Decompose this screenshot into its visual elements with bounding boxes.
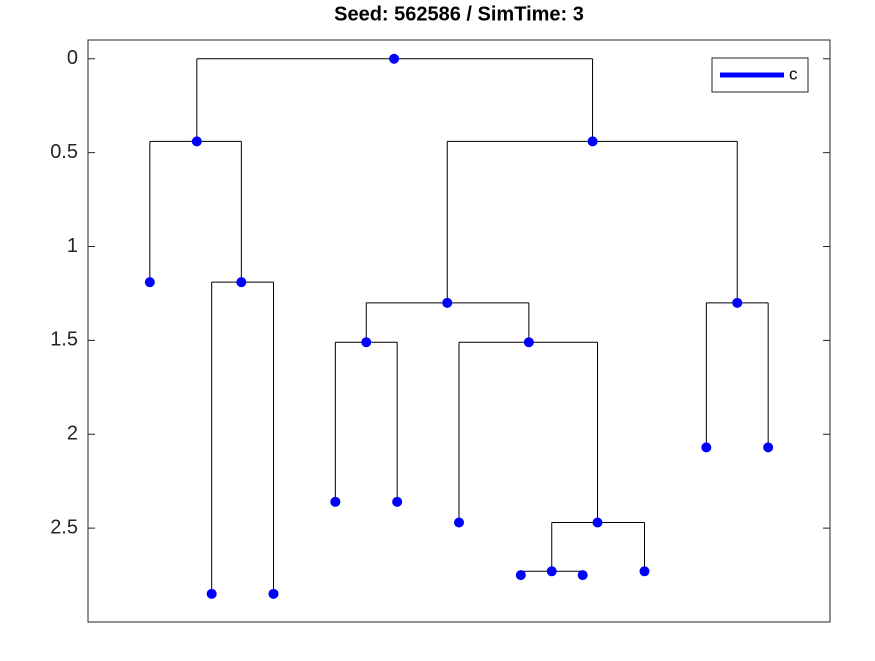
chart-title: Seed: 562586 / SimTime: 3: [334, 3, 584, 25]
node: [577, 570, 588, 581]
node: [392, 496, 403, 507]
node: [763, 442, 774, 453]
node: [191, 136, 202, 147]
node: [442, 297, 453, 308]
node: [330, 496, 341, 507]
node: [639, 566, 650, 577]
node: [587, 136, 598, 147]
node: [361, 337, 372, 348]
node: [268, 588, 279, 599]
node: [523, 337, 534, 348]
y-tick-label: 0: [67, 47, 78, 69]
y-tick-label: 2: [67, 423, 78, 445]
y-tick-label: 0.5: [50, 141, 78, 163]
node: [546, 566, 557, 577]
legend-label: c: [789, 64, 798, 83]
axes-box: [87, 39, 831, 623]
node: [515, 570, 526, 581]
node: [454, 517, 464, 528]
node: [701, 442, 712, 453]
node: [592, 517, 603, 528]
node: [206, 588, 217, 599]
node: [389, 53, 400, 64]
node: [732, 297, 743, 308]
y-tick-label: 1.5: [50, 329, 78, 351]
node: [144, 277, 155, 288]
y-tick-label: 2.5: [50, 516, 78, 538]
y-tick-label: 1: [67, 235, 78, 257]
node: [236, 277, 247, 288]
